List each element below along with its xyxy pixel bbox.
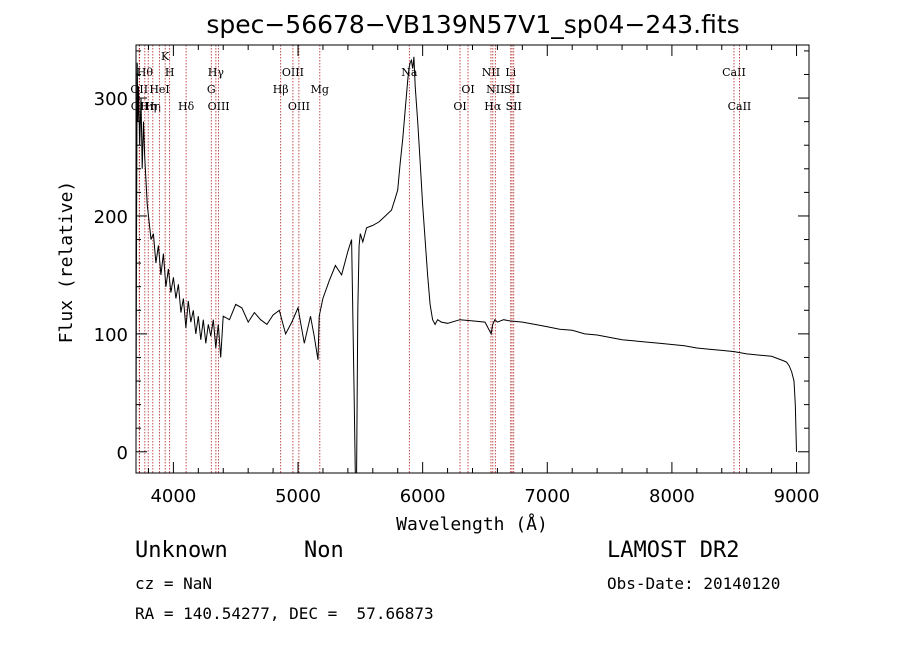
line-marker-label: OI: [453, 100, 466, 113]
x-tick-label: 4000: [150, 486, 196, 507]
redshift-value: cz = NaN: [135, 574, 213, 593]
line-marker-label: Li: [505, 66, 516, 79]
survey-name: LAMOST DR2: [607, 538, 740, 563]
line-marker-label: H: [165, 66, 175, 79]
plot-frame: [135, 44, 810, 474]
line-marker-label: OII: [130, 83, 148, 96]
x-tick-label: 7000: [524, 486, 570, 507]
line-marker-label: OIII: [282, 66, 304, 79]
spectral-class: Unknown: [135, 538, 228, 563]
line-marker-label: K: [161, 50, 170, 63]
line-marker-label: Hη: [145, 100, 161, 113]
line-marker-label: SII: [506, 100, 522, 113]
y-axis-label: Flux (relative): [56, 181, 77, 344]
observation-date: Obs-Date: 20140120: [607, 574, 781, 593]
y-tick-label: 200: [94, 207, 128, 228]
line-marker-label: Mg: [311, 83, 329, 96]
sky-coordinates: RA = 140.54277, DEC = 57.66873: [135, 604, 434, 623]
line-marker-label: G: [207, 83, 216, 96]
spectral-subclass: Non: [304, 538, 344, 563]
line-marker-label: Hβ: [273, 83, 289, 96]
x-tick-label: 6000: [400, 486, 446, 507]
x-axis-label: Wavelength (Å): [396, 513, 548, 535]
x-tick-label: 9000: [774, 486, 820, 507]
y-tick-label: 0: [117, 443, 128, 464]
line-marker-label: Hγ: [208, 66, 225, 79]
x-tick-label: 8000: [649, 486, 695, 507]
line-marker-label: OIII: [208, 100, 230, 113]
line-marker-label: Hη: [140, 100, 156, 113]
x-axis: 4000 5000 6000 7000 8000 9000: [147, 45, 820, 507]
line-marker-label: OI: [461, 83, 474, 96]
x-tick-label: 5000: [275, 486, 321, 507]
line-marker-label: Na: [401, 66, 418, 79]
line-marker-label: Hδ: [178, 100, 195, 113]
y-tick-label: 100: [94, 325, 128, 346]
line-marker-label: OII: [131, 100, 149, 113]
line-marker-label: Hα: [484, 100, 502, 113]
y-tick-label: 300: [94, 89, 128, 110]
line-marker-label: OIII: [288, 100, 310, 113]
line-marker-label: SII: [504, 83, 520, 96]
emission-line-markers: OIIOIIHθHηHηHeIKHHδGHγOIIIHβOIIIOIIIMgNa…: [130, 45, 751, 473]
line-marker-label: NII: [486, 83, 504, 96]
line-marker-label: CaII: [722, 66, 746, 79]
chart-title: spec−56678−VB139N57V1_sp04−243.fits: [206, 10, 739, 39]
line-marker-label: HeI: [149, 83, 169, 96]
line-marker-label: NII: [482, 66, 500, 79]
line-marker-label: CaII: [728, 100, 752, 113]
line-marker-label: Hθ: [137, 66, 154, 79]
spectrum-series-line: [135, 56, 797, 474]
y-axis: 0 100 200 300: [94, 50, 809, 464]
